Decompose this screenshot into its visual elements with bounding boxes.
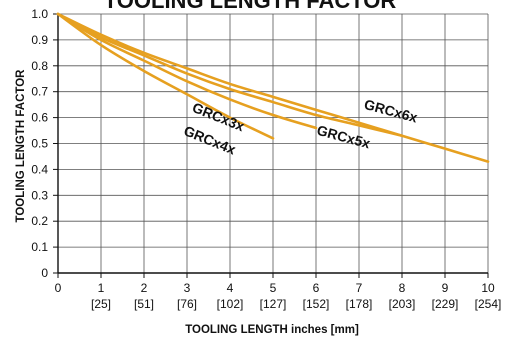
x-tick-sublabel: [229] (432, 297, 459, 311)
series-lines (56, 12, 490, 163)
x-tick-label: 1 (98, 281, 105, 295)
y-tick-label: 0.5 (31, 137, 48, 151)
y-tick-label: 0.8 (31, 59, 48, 73)
x-tick-label: 3 (184, 281, 191, 295)
x-tick-sublabel: [152] (303, 297, 330, 311)
y-tick-label: 0.7 (31, 85, 48, 99)
x-tick-label: 2 (141, 281, 148, 295)
x-tick-sublabel: [76] (177, 297, 197, 311)
y-tick-label: 0.1 (31, 240, 48, 254)
x-tick-sublabel: [51] (134, 297, 154, 311)
axes (53, 13, 489, 278)
x-tick-sublabel: [254] (475, 297, 502, 311)
x-tick-sublabel: [25] (91, 297, 111, 311)
x-tick-label: 4 (227, 281, 234, 295)
series-line-grcx5x (56, 12, 404, 138)
x-tick-label: 9 (442, 281, 449, 295)
y-tick-label: 0.2 (31, 214, 48, 228)
chart-title: TOOLING LENGTH FACTOR (104, 0, 397, 13)
grid (58, 13, 489, 273)
y-tick-label: 0.6 (31, 111, 48, 125)
x-tick-label: 5 (270, 281, 277, 295)
x-tick-label: 10 (481, 281, 495, 295)
x-tick-sublabel: [127] (260, 297, 287, 311)
tick-labels: 0 0.1 0.2 0.3 0.4 0.5 0.6 0.7 0.8 0.9 1.0 0 1 [25] 2 [5… (31, 7, 501, 311)
y-tick-label: 1.0 (31, 7, 48, 21)
x-tick-label: 8 (399, 281, 406, 295)
series-line-grcx3x (56, 12, 275, 140)
x-tick-label: 0 (55, 281, 62, 295)
y-tick-label: 0 (41, 266, 48, 280)
x-tick-sublabel: [203] (389, 297, 416, 311)
x-tick-sublabel: [178] (346, 297, 373, 311)
y-tick-label: 0.3 (31, 188, 48, 202)
series-label-grcx6x: GRCx6x (363, 96, 420, 126)
y-tick-label: 0.4 (31, 162, 48, 176)
x-axis-title: TOOLING LENGTH inches [mm] (185, 324, 359, 336)
x-tick-label: 7 (356, 281, 363, 295)
x-tick-sublabel: [102] (217, 297, 244, 311)
y-axis-title: TOOLING LENGTH FACTOR (15, 69, 27, 223)
series-line-grcx6x (56, 12, 490, 163)
series-line-grcx4x (56, 12, 318, 130)
y-tick-label: 0.9 (31, 33, 48, 47)
x-tick-label: 6 (313, 281, 320, 295)
